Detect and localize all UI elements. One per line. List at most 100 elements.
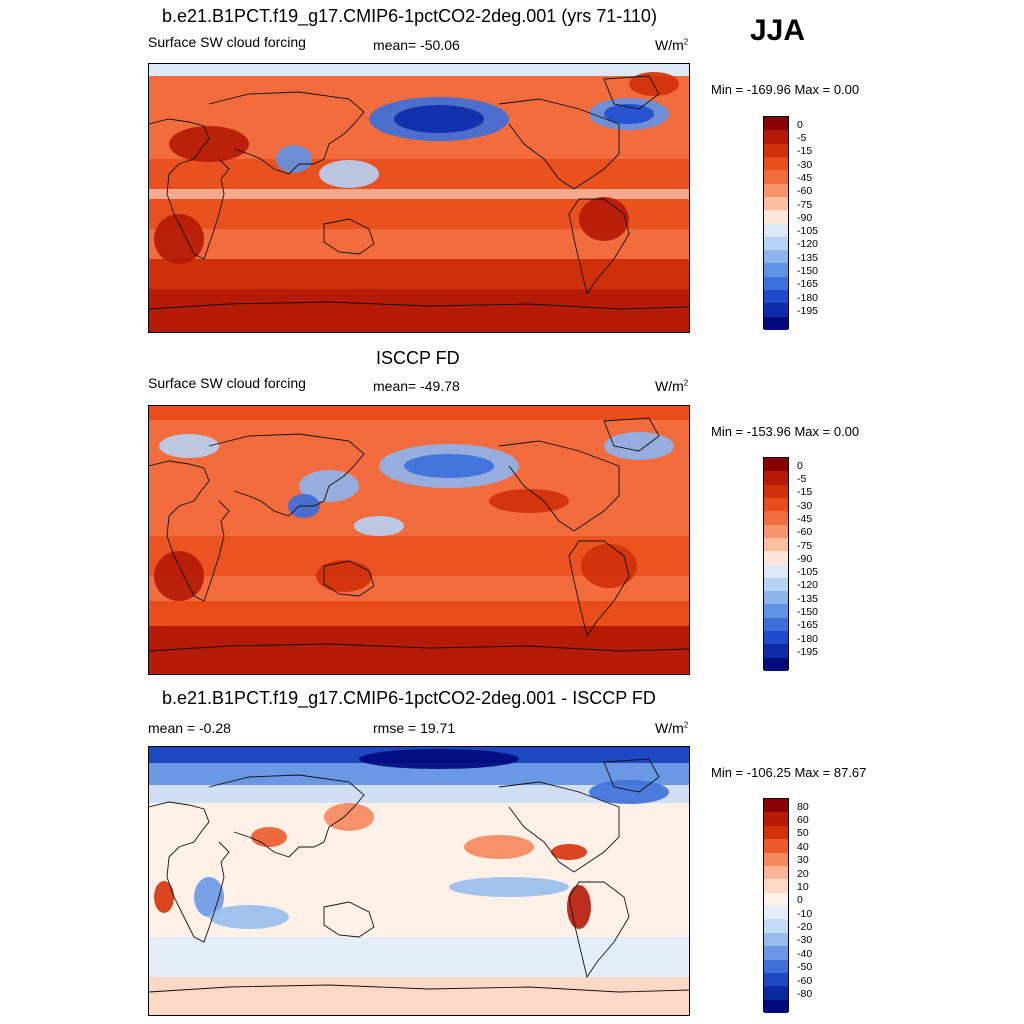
- coastline: [208, 774, 365, 858]
- field-band: [149, 289, 689, 332]
- colorbar-tick-label: -105: [797, 225, 819, 238]
- colorbar-tick-label: -150: [797, 265, 819, 278]
- coastline: [208, 91, 365, 175]
- panel-3-rmse-label: rmse = 19.71: [373, 720, 456, 736]
- panel-2-minmax: Min = -153.96 Max = 0.00: [711, 424, 860, 439]
- colorbar-swatch: [764, 290, 788, 304]
- colorbar-swatch: [764, 250, 788, 264]
- colorbar-swatch: [764, 223, 788, 237]
- colorbar-tick-label: -15: [797, 486, 813, 499]
- field-region: [154, 881, 174, 913]
- colorbar-tick-label: -40: [797, 947, 813, 960]
- coastline: [498, 781, 620, 873]
- season-label: JJA: [750, 14, 806, 47]
- colorbar-tick-label: -75: [797, 198, 813, 211]
- field-region: [324, 803, 374, 831]
- field-region: [404, 454, 494, 478]
- colorbar-swatch: [764, 906, 788, 920]
- colorbar-swatch: [764, 972, 788, 987]
- colorbar-tick-label: -180: [797, 632, 819, 645]
- coastline: [603, 758, 660, 793]
- colorbar-tick-label: -30: [797, 158, 813, 171]
- field-band: [149, 785, 689, 803]
- colorbar-swatch: [764, 303, 788, 317]
- panel-1-mean-label: mean= -50.06: [373, 37, 460, 53]
- colorbar-tick-label: -165: [797, 278, 819, 291]
- colorbar-tick-label: -150: [797, 606, 819, 619]
- field-region: [354, 516, 404, 536]
- colorbar-tick-label: 10: [797, 880, 809, 893]
- field-region: [316, 560, 372, 592]
- colorbar-swatch: [764, 959, 788, 973]
- colorbar-swatch: [764, 537, 788, 552]
- coastline: [323, 218, 375, 255]
- colorbar-swatch: [764, 919, 788, 933]
- colorbar-tick-label: -60: [797, 185, 813, 198]
- field-region: [551, 844, 587, 860]
- colorbar-tick-label: -135: [797, 251, 819, 264]
- colorbar-swatch: [764, 879, 788, 893]
- colorbar-swatch: [764, 839, 788, 853]
- coastline: [603, 417, 660, 452]
- panel-2-units: W/m2: [655, 378, 689, 394]
- colorbar-tick-label: -50: [797, 961, 813, 974]
- colorbar-tick-label: 30: [797, 854, 809, 867]
- colorbar-swatch: [764, 799, 788, 813]
- field-region: [464, 835, 534, 859]
- field-region: [581, 544, 637, 588]
- colorbar-tick-label: -60: [797, 526, 813, 539]
- coastline: [323, 901, 375, 938]
- panel-1-minmax: Min = -169.96 Max = 0.00: [711, 82, 860, 97]
- colorbar-swatch: [764, 577, 788, 592]
- coastline: [323, 560, 375, 597]
- colorbar-swatch: [764, 183, 788, 197]
- colorbar-tick-label: -195: [797, 305, 819, 318]
- colorbar-swatch: [764, 892, 788, 906]
- colorbar-tick-label: -105: [797, 566, 819, 579]
- field-band: [149, 406, 689, 420]
- colorbar-swatch: [764, 631, 788, 645]
- colorbar-swatch: [764, 316, 788, 330]
- colorbar-swatch: [764, 812, 788, 826]
- colorbar-tick-label: -5: [797, 131, 807, 144]
- panel-2-colorbar: [763, 457, 789, 671]
- field-region: [169, 126, 249, 162]
- coastline: [149, 801, 230, 943]
- colorbar-swatch: [764, 986, 788, 1000]
- colorbar-tick-label: -20: [797, 921, 813, 934]
- panel-3-colorbar: [763, 798, 789, 1013]
- field-region: [159, 434, 219, 458]
- coastline: [498, 440, 620, 532]
- panel-1-map: [148, 63, 690, 333]
- colorbar-swatch: [764, 825, 788, 840]
- colorbar-tick-label: -45: [797, 171, 813, 184]
- colorbar-tick-label: -10: [797, 907, 813, 920]
- colorbar-swatch: [764, 852, 788, 866]
- field-band: [149, 763, 689, 785]
- panel-2-map: [148, 405, 690, 675]
- colorbar-tick-label: -195: [797, 646, 819, 659]
- colorbar-swatch: [764, 591, 788, 605]
- colorbar-tick-label: -135: [797, 592, 819, 605]
- coastline: [568, 540, 630, 638]
- panel-1-colorbar: [763, 116, 789, 330]
- colorbar-tick-label: -180: [797, 291, 819, 304]
- colorbar-swatch: [764, 210, 788, 224]
- coastline: [568, 198, 630, 296]
- field-region: [194, 877, 224, 917]
- panel-2-variable-label: Surface SW cloud forcing: [148, 375, 306, 391]
- colorbar-swatch: [764, 497, 788, 512]
- panel-1-variable-label: Surface SW cloud forcing: [148, 34, 306, 50]
- coastline: [568, 881, 630, 979]
- colorbar-swatch: [764, 156, 788, 171]
- coastline: [149, 984, 689, 993]
- colorbar-swatch: [764, 564, 788, 578]
- colorbar-swatch: [764, 511, 788, 525]
- colorbar-tick-label: -120: [797, 579, 819, 592]
- panel-1-title: b.e21.B1PCT.f19_g17.CMIP6-1pctCO2-2deg.0…: [162, 6, 657, 26]
- colorbar-swatch: [764, 617, 788, 632]
- coastline: [498, 98, 620, 190]
- colorbar-tick-label: -80: [797, 987, 813, 1000]
- field-band: [149, 64, 689, 76]
- coastline: [208, 433, 365, 517]
